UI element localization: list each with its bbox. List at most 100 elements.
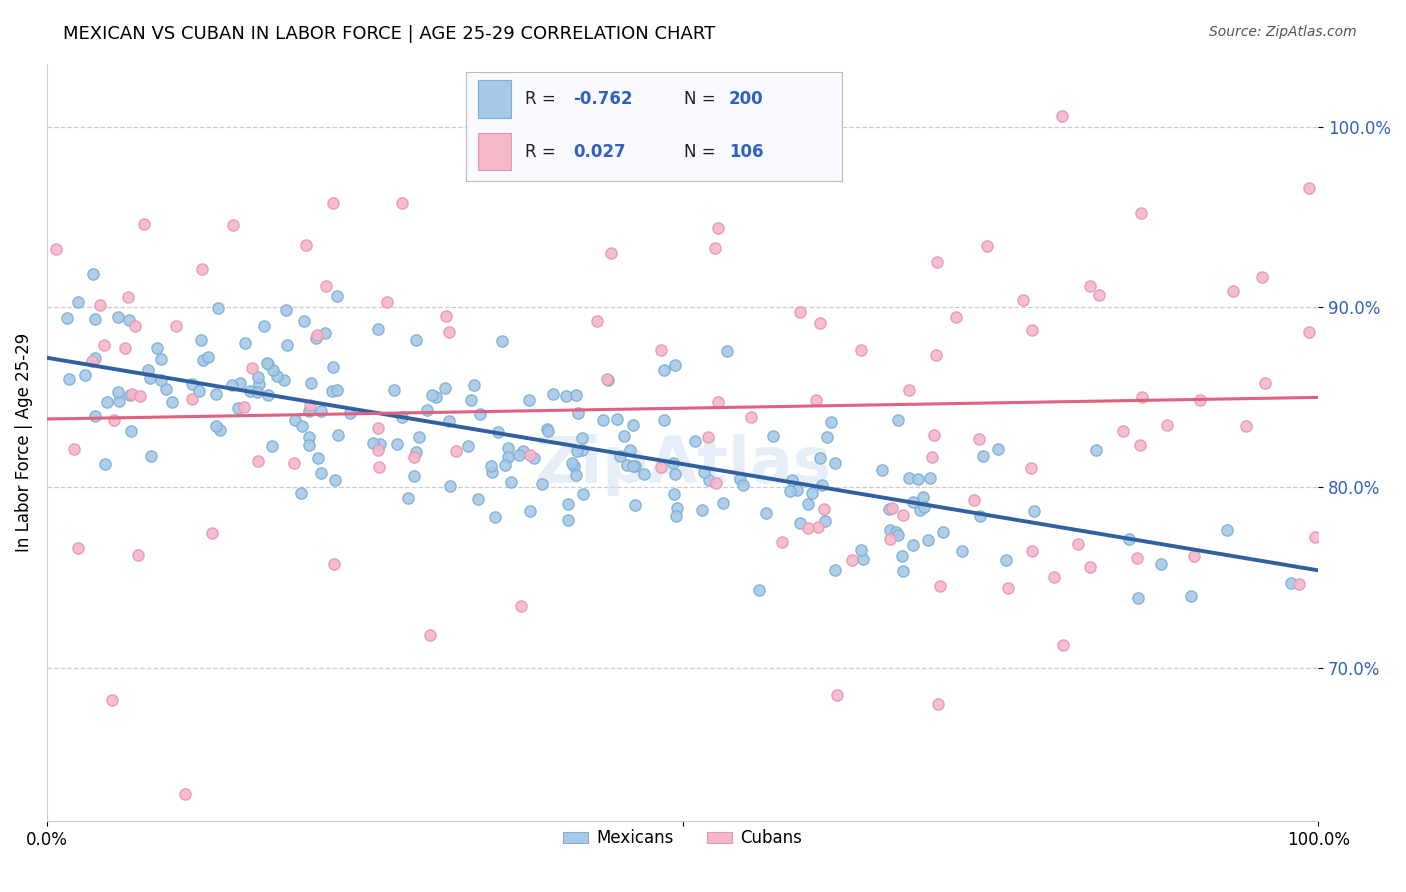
Point (564, 388, 586, 402)
Point (650, 343, 672, 358)
Point (404, 468, 426, 483)
Point (325, 383, 347, 397)
Point (190, 333, 212, 347)
Point (107, 394, 129, 409)
Point (107, 384, 129, 399)
Point (180, 376, 202, 391)
Legend: Mexicans, Cubans: Mexicans, Cubans (557, 822, 808, 854)
Point (222, 218, 245, 232)
Point (201, 526, 224, 541)
Point (945, 310, 967, 324)
Point (824, 563, 846, 577)
Point (596, 372, 619, 386)
Point (434, 381, 457, 395)
Point (824, 456, 846, 470)
Point (307, 450, 329, 465)
Point (1088, 288, 1111, 302)
Point (232, 400, 254, 414)
Point (1118, 532, 1140, 546)
Point (437, 414, 460, 428)
Point (118, 388, 141, 402)
Point (697, 430, 720, 444)
Point (613, 428, 636, 442)
Point (1024, 504, 1046, 518)
Point (496, 450, 519, 464)
Point (1305, 530, 1327, 544)
Point (808, 317, 831, 331)
Point (1279, 575, 1302, 590)
Point (815, 430, 838, 444)
Point (322, 196, 344, 211)
Point (1112, 425, 1135, 439)
Point (707, 395, 730, 409)
Point (246, 384, 269, 399)
Point (950, 544, 973, 558)
Point (711, 496, 734, 510)
Point (1251, 269, 1274, 284)
Point (1084, 443, 1107, 458)
Point (786, 483, 808, 497)
Point (1234, 418, 1257, 433)
Point (405, 445, 427, 459)
Point (207, 301, 229, 315)
Point (118, 313, 141, 327)
Text: Source: ZipAtlas.com: Source: ZipAtlas.com (1209, 25, 1357, 39)
Point (879, 523, 901, 537)
Point (623, 498, 645, 512)
Point (813, 501, 835, 516)
Point (292, 313, 315, 327)
Point (925, 255, 948, 269)
Point (789, 305, 811, 319)
Point (1021, 323, 1043, 337)
Point (425, 390, 447, 404)
Point (596, 373, 619, 387)
Point (877, 502, 900, 516)
Point (814, 514, 837, 528)
Point (246, 369, 269, 384)
Point (89, 298, 111, 312)
Point (967, 432, 990, 446)
Point (517, 393, 540, 408)
Point (305, 331, 328, 345)
Point (247, 376, 270, 391)
Point (922, 428, 945, 442)
Point (1298, 325, 1320, 339)
Point (368, 437, 391, 451)
Point (129, 389, 152, 403)
Point (73, 368, 96, 383)
Point (693, 465, 716, 479)
Point (704, 475, 727, 490)
Point (565, 443, 588, 458)
Point (276, 338, 298, 352)
Point (891, 564, 914, 578)
Point (197, 350, 219, 364)
Point (972, 450, 994, 464)
Point (623, 458, 645, 473)
Point (205, 387, 228, 401)
Point (405, 333, 427, 347)
Point (1050, 109, 1073, 123)
Point (887, 528, 910, 542)
Point (557, 496, 579, 510)
Point (740, 410, 762, 425)
Point (419, 628, 441, 642)
Point (716, 344, 738, 359)
Point (283, 456, 305, 470)
Point (555, 389, 578, 403)
Point (537, 424, 560, 438)
Point (827, 688, 849, 702)
Point (652, 413, 675, 427)
Point (908, 502, 931, 516)
Point (665, 501, 688, 516)
Point (887, 413, 910, 427)
Point (969, 508, 991, 523)
Point (257, 357, 280, 371)
Point (84, 351, 107, 365)
Point (470, 407, 492, 421)
Point (290, 485, 312, 500)
Point (82, 267, 104, 281)
Point (932, 525, 955, 540)
Point (820, 415, 842, 429)
Point (963, 493, 986, 508)
Point (486, 425, 509, 439)
